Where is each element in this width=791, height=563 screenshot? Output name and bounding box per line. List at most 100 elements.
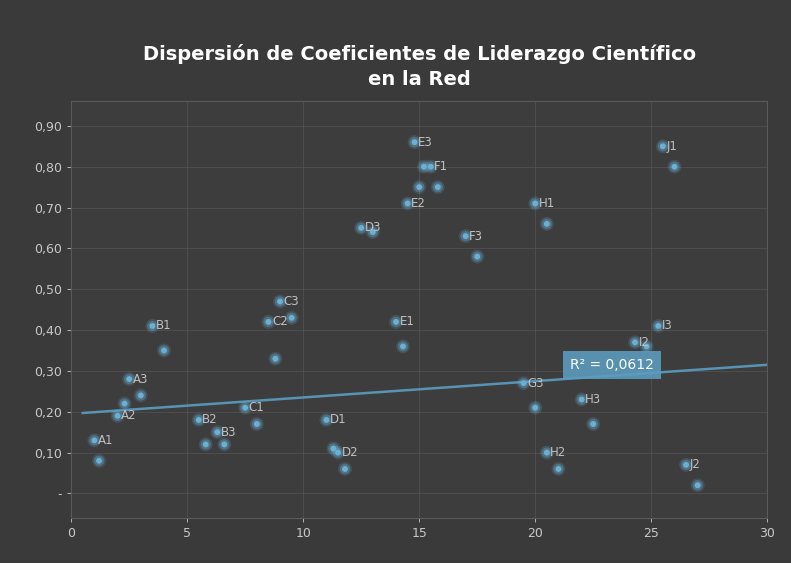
Point (552, 464, 565, 473)
Point (425, 162, 437, 171)
Point (668, 162, 681, 171)
Point (425, 162, 437, 171)
Point (146, 321, 159, 330)
Text: J1: J1 (666, 140, 677, 153)
Point (355, 224, 368, 233)
Point (123, 374, 135, 383)
Point (396, 342, 409, 351)
Point (640, 342, 653, 351)
Text: C2: C2 (272, 315, 288, 328)
Point (529, 403, 542, 412)
Point (157, 346, 170, 355)
Point (327, 444, 339, 453)
Point (575, 395, 588, 404)
Point (540, 220, 553, 229)
Point (668, 162, 681, 171)
Point (146, 321, 159, 330)
Text: J2: J2 (690, 458, 700, 471)
Point (112, 412, 124, 421)
Point (211, 428, 224, 437)
Text: A3: A3 (133, 373, 148, 386)
Point (339, 464, 351, 473)
Text: F3: F3 (469, 230, 483, 243)
Point (640, 342, 653, 351)
Point (93, 456, 105, 465)
Point (575, 395, 588, 404)
Point (286, 314, 298, 323)
Point (262, 318, 274, 327)
Point (652, 321, 664, 330)
Point (413, 182, 426, 191)
Title: Dispersión de Coeficientes de Liderazgo Científico
en la Red: Dispersión de Coeficientes de Liderazgo … (142, 44, 696, 89)
Text: E3: E3 (418, 136, 433, 149)
Point (460, 231, 472, 240)
Point (93, 456, 105, 465)
Point (320, 415, 333, 425)
Text: I3: I3 (662, 319, 672, 333)
Point (431, 182, 444, 191)
Point (529, 199, 542, 208)
Point (157, 346, 170, 355)
Point (540, 448, 553, 457)
Point (218, 440, 231, 449)
Text: D1: D1 (330, 413, 346, 426)
Point (413, 182, 426, 191)
Point (396, 342, 409, 351)
Point (320, 415, 333, 425)
Text: G3: G3 (527, 377, 543, 390)
Point (413, 182, 426, 191)
Point (408, 138, 421, 147)
Point (679, 461, 692, 470)
Point (587, 419, 600, 428)
Point (339, 464, 351, 473)
Point (529, 403, 542, 412)
Point (262, 318, 274, 327)
Point (211, 428, 224, 437)
Point (431, 182, 444, 191)
Point (199, 440, 212, 449)
Point (331, 448, 344, 457)
Point (529, 199, 542, 208)
Point (112, 412, 124, 421)
Point (262, 318, 274, 327)
Text: R² = 0,0612: R² = 0,0612 (570, 358, 654, 372)
Text: B2: B2 (202, 413, 218, 426)
Point (691, 481, 704, 490)
Point (418, 162, 430, 171)
Point (192, 415, 205, 425)
Point (657, 142, 669, 151)
Point (652, 321, 664, 330)
Point (552, 464, 565, 473)
Point (460, 231, 472, 240)
Point (251, 419, 263, 428)
Point (390, 318, 403, 327)
Point (471, 252, 483, 261)
Point (657, 142, 669, 151)
Point (408, 138, 421, 147)
Point (339, 464, 351, 473)
Point (134, 391, 147, 400)
Point (418, 162, 430, 171)
Point (199, 440, 212, 449)
Point (640, 342, 653, 351)
Point (331, 448, 344, 457)
Point (320, 415, 333, 425)
Point (657, 142, 669, 151)
Point (679, 461, 692, 470)
Point (274, 297, 286, 306)
Text: A2: A2 (121, 409, 137, 422)
Point (218, 440, 231, 449)
Point (366, 227, 379, 236)
Point (401, 199, 414, 208)
Point (157, 346, 170, 355)
Point (269, 354, 282, 363)
Point (408, 138, 421, 147)
Text: C1: C1 (248, 401, 264, 414)
Point (691, 481, 704, 490)
Text: I2: I2 (638, 336, 649, 349)
Text: D2: D2 (342, 446, 358, 459)
Point (123, 374, 135, 383)
Point (251, 419, 263, 428)
Point (540, 220, 553, 229)
Point (134, 391, 147, 400)
